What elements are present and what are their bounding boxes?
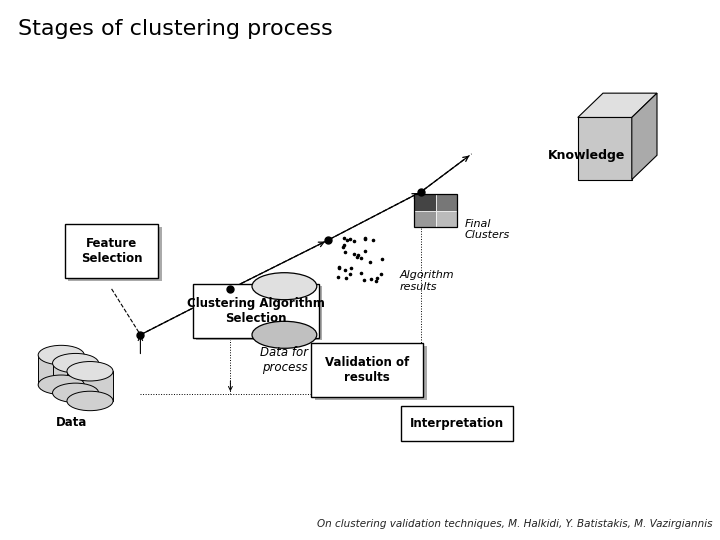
Bar [192,284,318,338]
Text: Algorithm
results: Algorithm results [400,270,454,292]
Text: On clustering validation techniques, M. Halkidi, Y. Batistakis, M. Vazirgiannis: On clustering validation techniques, M. … [318,519,713,529]
Point [365,275,377,284]
Bar [68,227,162,281]
Bar [65,224,158,278]
Bar [436,194,457,211]
Point [348,237,359,245]
Point [338,242,349,251]
Point [345,264,356,272]
Text: Knowledge: Knowledge [548,148,626,161]
Point [332,272,343,281]
Text: Validation of
results: Validation of results [325,356,410,384]
Bar [53,363,99,393]
Ellipse shape [38,346,84,365]
Point [356,254,367,262]
Point [348,250,360,259]
Point [352,251,364,259]
Bar [414,194,457,227]
Bar [252,286,317,335]
Polygon shape [632,93,657,179]
Point [351,253,363,261]
Ellipse shape [53,383,99,403]
Ellipse shape [252,273,317,300]
Text: Interpretation: Interpretation [410,417,504,430]
Point [341,236,352,245]
Bar [196,286,323,340]
Point [377,255,388,264]
Point [333,263,345,272]
Bar [402,406,513,442]
Bar [38,355,84,384]
Ellipse shape [67,391,113,410]
Text: Stages of clustering process: Stages of clustering process [18,19,333,39]
Point [344,235,356,244]
Point [375,270,387,279]
Point [359,233,371,242]
Point [359,276,370,285]
Point [359,246,371,255]
Text: Final
Clusters: Final Clusters [464,219,510,240]
Text: Data for
process: Data for process [261,346,308,374]
Ellipse shape [38,375,84,394]
Bar [414,194,436,211]
Polygon shape [577,117,632,179]
Point [339,247,351,256]
Bar [315,346,426,400]
Bar [414,211,436,227]
Point [368,235,379,244]
Point [333,264,345,273]
Text: Clustering Algorithm
Selection: Clustering Algorithm Selection [186,296,325,325]
Point [339,266,351,275]
Point [344,269,356,278]
Point [338,233,350,242]
Ellipse shape [53,353,99,373]
Ellipse shape [252,321,317,348]
Point [359,234,370,243]
Bar [311,343,423,397]
Ellipse shape [67,362,113,381]
Point [338,241,350,249]
Point [355,269,366,278]
Point [364,258,376,266]
Point [340,274,351,282]
Text: Data: Data [56,416,88,429]
Point [370,276,382,285]
Bar [436,211,457,227]
Bar [67,372,113,401]
Point [372,273,383,282]
Polygon shape [577,93,657,117]
Text: Feature
Selection: Feature Selection [81,237,143,265]
